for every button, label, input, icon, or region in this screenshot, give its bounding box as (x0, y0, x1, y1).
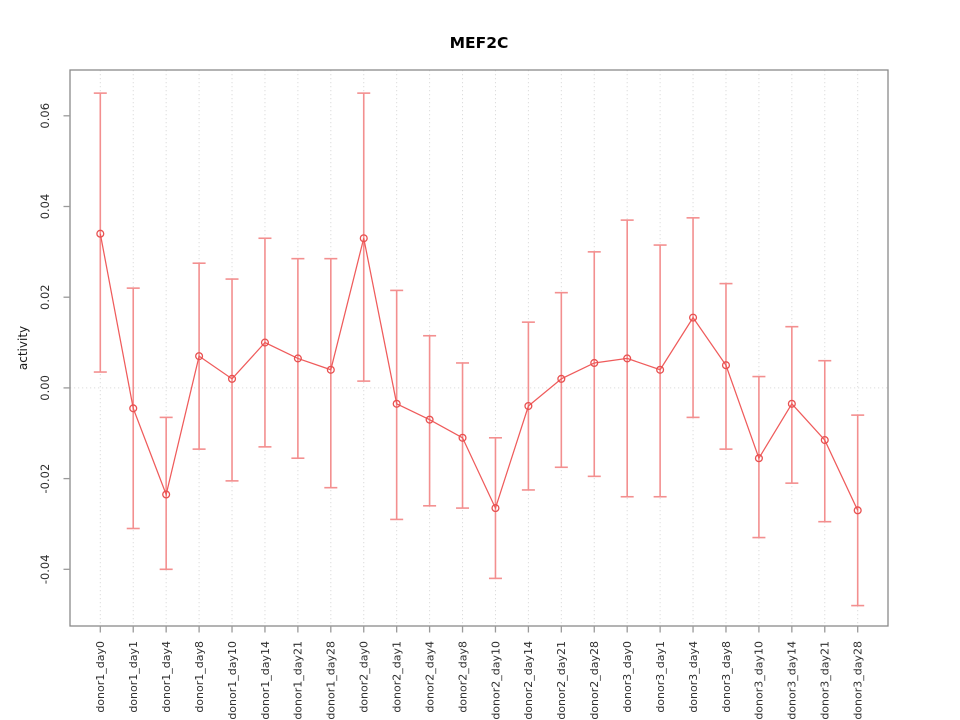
data-point (293, 354, 302, 363)
data-point (623, 354, 632, 363)
data-point (359, 234, 368, 243)
y-tick-label: -0.02 (38, 464, 52, 494)
data-point (326, 365, 335, 374)
data-point (425, 415, 434, 424)
x-category-label: donor2_day8 (456, 641, 469, 713)
data-point (392, 399, 401, 408)
x-category-label: donor3_day4 (687, 641, 700, 713)
plot-border (69, 69, 889, 627)
x-category-label: donor3_day0 (621, 641, 634, 713)
data-point (491, 504, 500, 513)
x-category-label: donor2_day1 (390, 641, 403, 713)
y-tick-label: 0.04 (38, 194, 52, 220)
y-axis-title: activity (16, 326, 30, 370)
x-category-label: donor1_day14 (259, 641, 272, 720)
x-category-label: donor3_day21 (819, 641, 832, 720)
data-point (524, 401, 533, 411)
x-axis-ticks (99, 626, 859, 633)
data-point (754, 454, 763, 463)
data-point (820, 436, 829, 445)
x-category-label: donor3_day1 (654, 641, 667, 713)
x-category-label: donor1_day8 (193, 641, 206, 713)
x-category-label: donor2_day4 (423, 641, 436, 713)
x-category-label: donor3_day8 (720, 641, 733, 713)
y-tick-label: 0.02 (38, 284, 52, 310)
data-point (227, 374, 237, 383)
error-bars (93, 92, 865, 607)
data-point (260, 338, 270, 347)
x-category-label: donor2_day10 (489, 641, 502, 720)
x-category-label: donor2_day28 (588, 641, 601, 720)
x-category-label: donor1_day0 (94, 641, 107, 713)
data-point (590, 358, 599, 368)
plot-box (69, 69, 889, 627)
vertical-gridlines (99, 70, 859, 626)
y-tick-label: 0.06 (38, 103, 52, 129)
chart-title: MEF2C (450, 34, 509, 52)
activity-line (99, 233, 859, 511)
data-point (853, 506, 862, 515)
data-points (96, 229, 862, 515)
x-category-label: donor1_day28 (325, 641, 338, 720)
series-line (99, 233, 859, 511)
x-category-label: donor3_day14 (786, 641, 799, 720)
data-point (129, 404, 138, 413)
x-category-label: donor1_day4 (160, 641, 173, 713)
y-tick-label: 0.00 (38, 375, 52, 401)
x-category-label: donor2_day14 (522, 641, 535, 720)
x-category-label: donor1_day10 (226, 641, 239, 720)
y-axis-ticks (63, 115, 70, 570)
data-point (162, 490, 171, 499)
x-category-label: donor1_day21 (292, 641, 305, 720)
y-tick-label: -0.04 (38, 554, 52, 584)
x-category-label: donor3_day10 (753, 641, 766, 720)
x-category-label: donor2_day0 (358, 641, 371, 713)
data-point (195, 352, 204, 361)
x-category-label: donor1_day1 (127, 641, 140, 713)
y-tick-labels: 0.06 0.04 0.02 0.00 -0.02 -0.04 (38, 103, 52, 584)
data-point (688, 313, 698, 322)
data-point (96, 229, 105, 238)
x-category-label: donor2_day21 (555, 641, 568, 720)
data-point (557, 374, 566, 383)
data-point (656, 365, 665, 374)
x-category-labels: donor1_day0 donor1_day1 donor1_day4 donor1_… (94, 641, 864, 720)
data-point (787, 399, 796, 408)
data-point (721, 361, 731, 370)
x-category-label: donor3_day28 (852, 641, 865, 720)
data-point (458, 433, 467, 442)
